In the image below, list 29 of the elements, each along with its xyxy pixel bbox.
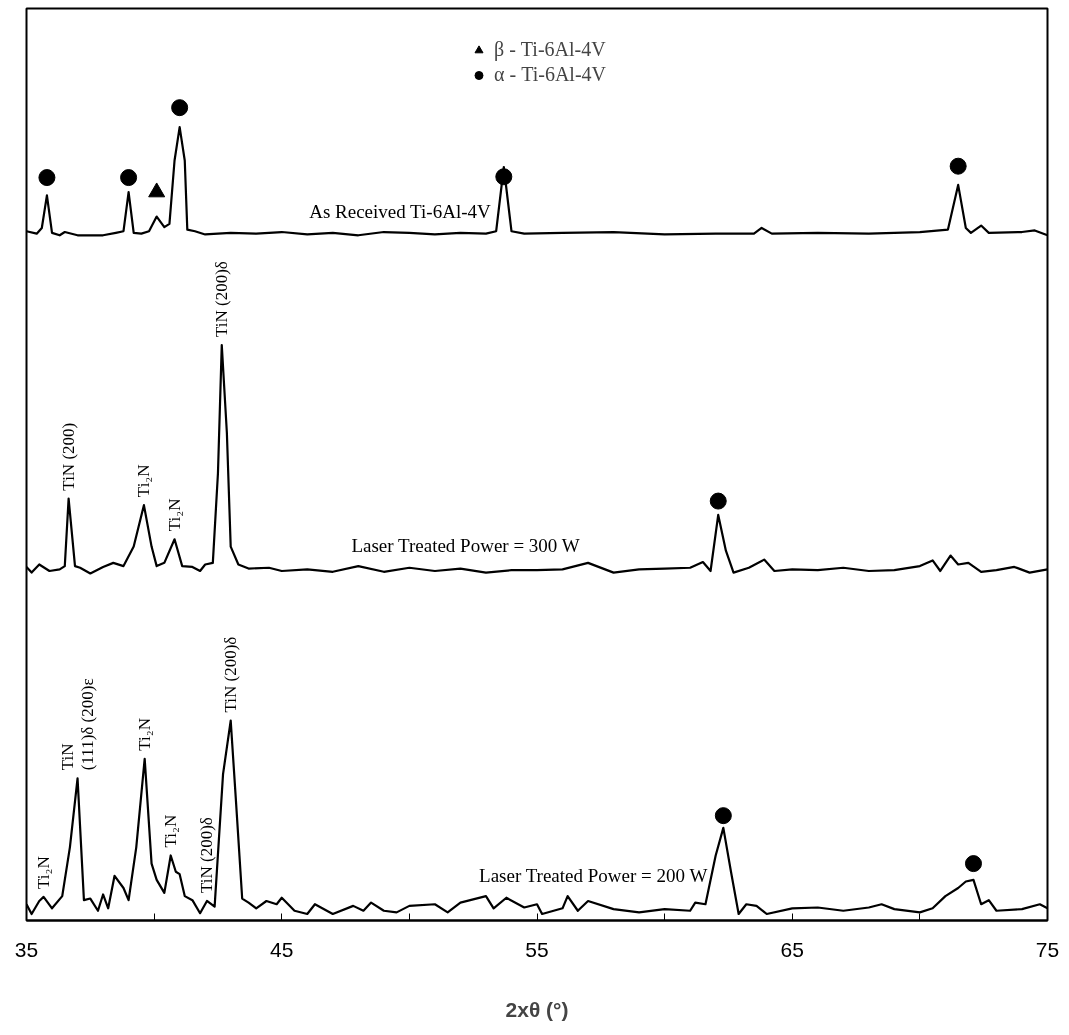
legend-label: β - Ti-6Al-4V: [494, 38, 606, 61]
x-axis-title: 2xθ (°): [505, 997, 569, 1021]
x-tick-label: 35: [14, 937, 39, 961]
annotation: Ti₂N: [135, 718, 155, 751]
annotation: TiN (200)δ: [212, 261, 232, 338]
x-tick-label: 55: [525, 937, 549, 961]
x-tick-label: 75: [1035, 937, 1060, 961]
point: [714, 807, 732, 825]
point: [120, 169, 138, 187]
point: [949, 157, 967, 175]
annotation: TiN (200)δ: [197, 817, 217, 893]
annotation: Ti₂N: [134, 464, 154, 498]
point: [171, 99, 189, 117]
annotation: Ti₂N: [165, 498, 185, 532]
annotation: TiN (111)δ (200)ε: [57, 678, 98, 771]
point: [964, 855, 982, 873]
annotation: TiN (200): [59, 422, 79, 491]
annotation: Ti₂N: [34, 856, 54, 889]
series-label: Laser Treated Power = 300 W: [351, 535, 580, 557]
legend-label: α - Ti-6Al-4V: [494, 63, 606, 86]
series-label: As Received Ti-6Al-4V: [309, 201, 491, 223]
annotation: TiN (200)δ: [221, 636, 241, 713]
annotation: Ti₂N: [161, 814, 181, 848]
series-label: Laser Treated Power = 200 W: [479, 865, 708, 887]
point: [495, 168, 513, 186]
x-tick-label: 45: [270, 937, 294, 961]
x-tick-label: 65: [780, 937, 804, 961]
point: [38, 169, 56, 187]
point: [709, 492, 727, 510]
